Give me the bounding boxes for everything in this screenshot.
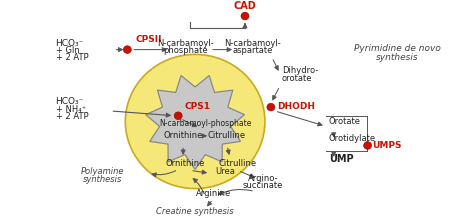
Circle shape (241, 12, 249, 20)
Circle shape (174, 112, 182, 120)
Text: Ornithine: Ornithine (164, 131, 203, 140)
Circle shape (125, 54, 265, 189)
Text: CPS1: CPS1 (184, 102, 210, 111)
Text: synthesis: synthesis (82, 175, 122, 184)
Text: Ornithine: Ornithine (165, 159, 205, 168)
Circle shape (364, 142, 372, 149)
Polygon shape (146, 76, 245, 170)
Text: CAD: CAD (234, 1, 256, 11)
Text: N-carbamoyl-: N-carbamoyl- (157, 39, 213, 48)
Text: aspartate: aspartate (233, 46, 273, 55)
Text: + 2 ATP: + 2 ATP (55, 112, 88, 121)
Text: Polyamine: Polyamine (81, 167, 124, 176)
Text: CPSII: CPSII (135, 35, 162, 44)
Text: Urea: Urea (215, 167, 235, 176)
Text: N-carbamoyl-phosphate: N-carbamoyl-phosphate (159, 119, 251, 128)
Text: Dihydro-: Dihydro- (282, 66, 318, 75)
Text: HCO₃⁻: HCO₃⁻ (55, 97, 84, 106)
Text: Orotate: Orotate (329, 117, 361, 126)
Text: synthesis: synthesis (376, 53, 419, 62)
Text: Creatine synthesis: Creatine synthesis (156, 207, 234, 216)
Text: Citrulline: Citrulline (208, 131, 246, 140)
Text: phosphate: phosphate (163, 46, 208, 55)
Text: + 2 ATP: + 2 ATP (55, 53, 88, 62)
Text: succinate: succinate (243, 181, 283, 190)
Text: Arginine: Arginine (195, 189, 231, 198)
Circle shape (123, 46, 131, 53)
Text: Citrulline: Citrulline (219, 159, 257, 168)
Text: orotate: orotate (282, 74, 312, 83)
Text: Orotidylate: Orotidylate (329, 134, 376, 143)
Text: + Gln: + Gln (55, 46, 79, 55)
Text: Argino-: Argino- (248, 173, 278, 183)
Text: N-carbamoyl-: N-carbamoyl- (225, 39, 282, 48)
Text: DHODH: DHODH (277, 102, 315, 111)
Circle shape (267, 103, 275, 111)
Text: + NH₄⁺: + NH₄⁺ (55, 104, 86, 113)
Text: UMPS: UMPS (373, 141, 402, 150)
Text: UMP: UMP (329, 154, 353, 164)
Text: HCO₃⁻: HCO₃⁻ (55, 39, 84, 48)
Text: Pyrimidine de novo: Pyrimidine de novo (354, 44, 441, 53)
